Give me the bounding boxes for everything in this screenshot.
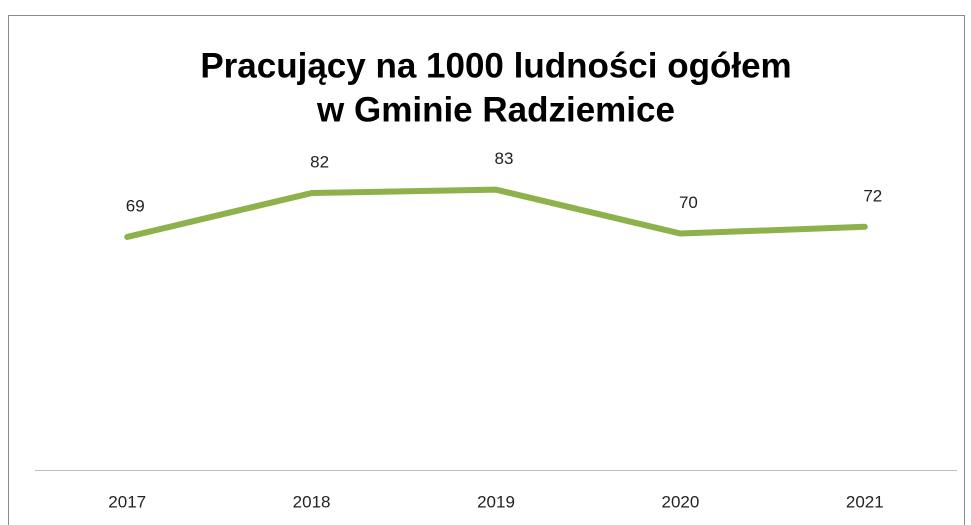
x-tick-label: 2021 (846, 492, 884, 511)
x-tick-label: 2018 (293, 492, 331, 511)
chart-frame (8, 15, 965, 525)
data-label: 70 (679, 193, 698, 212)
data-label: 82 (310, 153, 329, 172)
data-label: 69 (126, 196, 145, 215)
x-tick-label: 2020 (661, 492, 699, 511)
chart-title: Pracujący na 1000 ludności ogółem (200, 46, 791, 85)
x-tick-label: 2017 (108, 492, 146, 511)
x-tick-label: 2019 (477, 492, 515, 511)
chart-title: w Gminie Radziemice (316, 90, 675, 129)
data-label: 83 (495, 149, 514, 168)
data-label: 72 (863, 186, 882, 205)
line (124, 186, 868, 240)
